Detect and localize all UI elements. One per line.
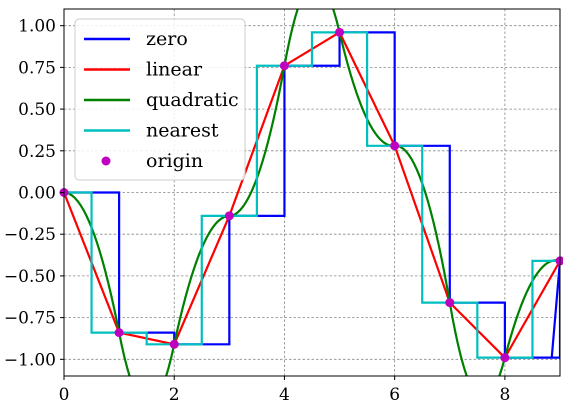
y-tick-label: −1.00 (4, 350, 56, 370)
x-tick-label: 8 (499, 385, 510, 405)
legend-box (74, 18, 246, 181)
series-zero-line (64, 31, 560, 359)
origin-point (500, 353, 510, 363)
series-nearest-line (64, 31, 560, 359)
origin-point (279, 61, 289, 71)
x-tick-label: 0 (59, 385, 70, 405)
origin-point (390, 141, 400, 151)
origin-point (224, 211, 234, 221)
y-tick-label: 0.00 (18, 184, 56, 204)
y-tick-label: 0.50 (18, 100, 56, 120)
x-tick-label: 4 (279, 385, 290, 405)
x-tick-label: 6 (389, 385, 400, 405)
x-tick-label: 2 (169, 385, 180, 405)
y-tick-label: −0.75 (4, 309, 56, 329)
legend-label-nearest: nearest (146, 120, 219, 142)
origin-points (59, 27, 563, 363)
legend-label-zero: zero (146, 28, 188, 50)
origin-point (555, 256, 563, 266)
y-tick-label: 0.25 (18, 142, 56, 162)
legend-label-quadratic: quadratic (146, 89, 239, 111)
legend: zero linear quadratic nearest origin (74, 18, 246, 181)
origin-point (445, 298, 455, 308)
legend-label-linear: linear (146, 59, 203, 81)
y-tick-label: −0.50 (4, 267, 56, 287)
legend-marker-origin (101, 156, 111, 166)
origin-point (169, 339, 179, 349)
y-tick-label: −0.25 (4, 225, 56, 245)
series-layer (64, 9, 560, 376)
legend-label-origin: origin (146, 150, 203, 172)
y-tick-label: 0.75 (18, 58, 56, 78)
origin-point (335, 27, 345, 37)
axis-ticks: 0 2 4 6 8 1.00 0.75 0.50 0.25 0.00 −0.25 −0.50 −0.75… (4, 17, 510, 405)
y-tick-label: 1.00 (18, 17, 56, 37)
origin-point (114, 328, 124, 338)
